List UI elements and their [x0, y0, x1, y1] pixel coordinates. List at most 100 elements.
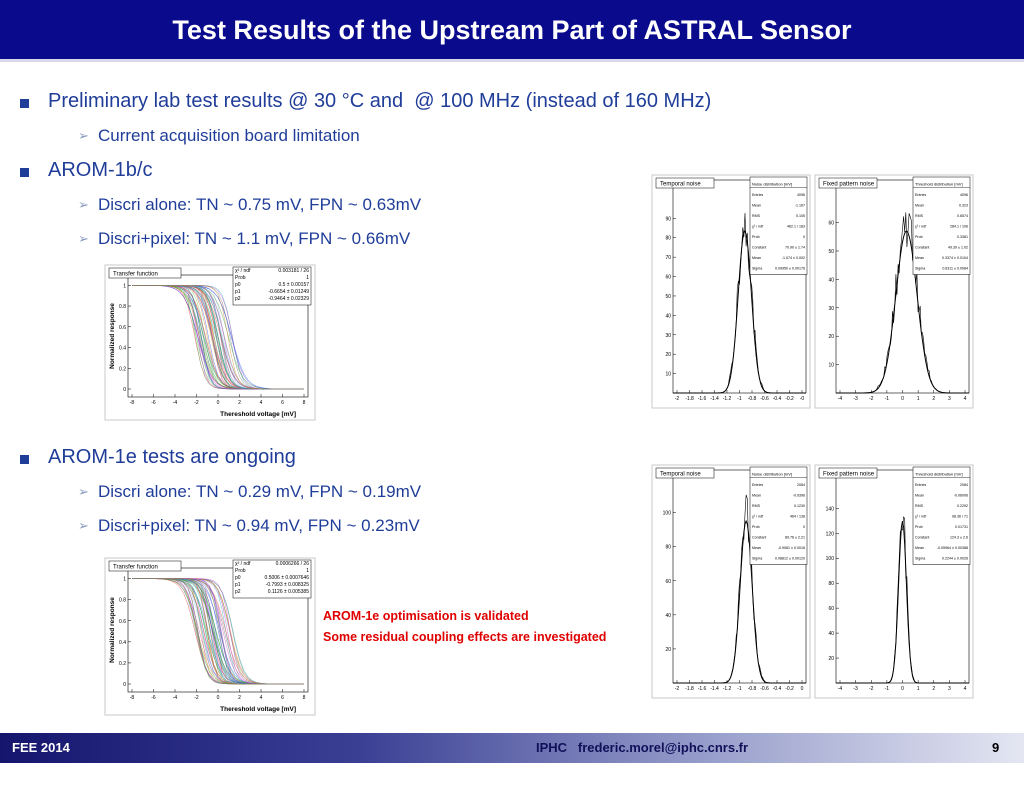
y-tick-label: 80 — [828, 581, 834, 587]
plot-title: Temporal noise — [660, 182, 701, 188]
sub-bullet: Discri alone: TN ~ 0.29 mV, FPN ~ 0.19mV — [98, 482, 422, 501]
x-axis-label: Thereshold voltage [mV] — [220, 706, 296, 713]
x-tick-label: -1.8 — [685, 686, 694, 692]
stats-label: Mean — [752, 494, 761, 498]
x-tick-label: -1 — [737, 686, 742, 692]
stats-label: Mean — [752, 256, 761, 260]
sub-marker: ➢ — [78, 197, 89, 212]
stats-label: Constant — [752, 536, 766, 540]
x-tick-label: -2 — [675, 396, 680, 402]
stats-label: p2 — [235, 296, 241, 302]
plot-title-box — [655, 467, 715, 479]
y-tick-label: 140 — [826, 506, 835, 512]
stats-label: Mean — [915, 546, 924, 550]
x-tick-label: -6 — [151, 400, 156, 406]
stats-box — [749, 176, 808, 275]
stats-label: Mean — [915, 256, 924, 260]
stats-box — [912, 466, 971, 565]
y-tick-label: 0 — [123, 387, 126, 393]
x-tick-label: 8 — [303, 400, 306, 406]
bullet: AROM-1e tests are ongoing — [48, 446, 296, 468]
stats-label: p1 — [235, 582, 241, 588]
stats-label: RMS — [915, 214, 924, 218]
stats-label: Prob — [752, 525, 760, 529]
sub-bullet: Discri+pixel: TN ~ 1.1 mV, FPN ~ 0.66mV — [98, 229, 411, 248]
plot-title: Temporal noise — [660, 472, 701, 478]
stats-value: 0.1126 ± 0.005385 — [268, 589, 310, 595]
x-tick-label: 0 — [901, 396, 904, 402]
stats-label: Constant — [915, 536, 929, 540]
x-tick-label: -1.4 — [710, 396, 719, 402]
gauss-fit — [673, 519, 806, 684]
y-tick-label: 40 — [665, 313, 671, 319]
x-tick-label: 4 — [964, 396, 967, 402]
sub-marker: ➢ — [78, 231, 89, 246]
y-tick-label: 20 — [828, 334, 834, 340]
y-tick-label: 40 — [665, 613, 671, 619]
sub-marker: ➢ — [78, 128, 89, 143]
x-tick-label: -2 — [675, 686, 680, 692]
stats-label: Prob — [235, 275, 246, 281]
stats-label: Mean — [915, 204, 924, 208]
stats-label: Prob — [235, 568, 246, 574]
y-axis-label: Normalized response — [109, 597, 116, 663]
x-tick-label: 0 — [217, 400, 220, 406]
x-tick-label: -8 — [130, 695, 135, 701]
y-tick-label: 0.2 — [119, 366, 126, 372]
x-tick-label: 6 — [281, 400, 284, 406]
x-tick-label: -0.8 — [748, 396, 757, 402]
stats-value: 4096 — [797, 193, 805, 197]
stats-value: 0.2292 — [957, 504, 968, 508]
stats-value: 0.6574 — [957, 214, 968, 218]
stats-value: -0.9396 — [793, 494, 805, 498]
y-tick-label: 0.8 — [119, 304, 126, 310]
footer: FEE 2014 IPHC frederic.morel@iphc.cnrs.f… — [0, 733, 1024, 763]
y-tick-label: 0.8 — [119, 598, 126, 604]
sub-bullet: Discri+pixel: TN ~ 0.94 mV, FPN ~ 0.23mV — [98, 516, 420, 535]
y-tick-label: 60 — [828, 221, 834, 227]
bullet-marker — [20, 455, 29, 464]
stats-value: 0.5 ± 0.00157 — [278, 282, 309, 288]
plot-title: Fixed pattern noise — [823, 472, 875, 478]
x-axis-label: Thereshold voltage [mV] — [220, 411, 296, 418]
x-tick-label: 3 — [948, 396, 951, 402]
stats-value: -0.7993 ± 0.008325 — [266, 582, 310, 588]
plot-title-box — [818, 177, 878, 189]
stats-label: p1 — [235, 289, 241, 295]
y-tick-label: 40 — [828, 277, 834, 283]
stats-value: 0.09950 ± 0.00176 — [775, 267, 805, 271]
x-tick-label: 0 — [217, 695, 220, 701]
x-tick-label: 4 — [260, 695, 263, 701]
x-tick-label: -3 — [853, 686, 858, 692]
stats-label: Mean — [915, 494, 924, 498]
x-tick-label: 2 — [932, 396, 935, 402]
gauss-fit — [673, 230, 806, 394]
stats-value: 0.003181 / 26 — [278, 268, 309, 274]
x-tick-label: 4 — [260, 400, 263, 406]
x-tick-label: -0.2 — [785, 396, 794, 402]
stats-value: -0.9464 ± 0.02329 — [268, 296, 309, 302]
y-tick-label: 30 — [828, 306, 834, 312]
stats-value: 0.3381 — [957, 235, 968, 239]
stats-label: Sigma — [752, 267, 762, 271]
x-tick-label: -0.6 — [760, 686, 769, 692]
x-tick-label: -1.4 — [710, 686, 719, 692]
sub-bullet: Current acquisition board limitation — [98, 126, 360, 145]
x-tick-label: -2 — [194, 400, 199, 406]
stats-value: 89.76 ± 2.21 — [785, 536, 805, 540]
stats-label: Entries — [915, 193, 926, 197]
stats-title: Noise distribution [mV] — [752, 182, 792, 187]
stats-box — [912, 176, 971, 275]
y-tick-label: 0.6 — [119, 619, 126, 625]
stats-value: 124.3 ± 2.6 — [950, 536, 968, 540]
stats-value: -0.06006 — [954, 494, 968, 498]
y-tick-label: 80 — [665, 545, 671, 551]
stats-value: 0.323 — [959, 204, 968, 208]
stats-label: Entries — [752, 483, 763, 487]
footer-left: FEE 2014 — [12, 740, 70, 755]
x-tick-label: -0.4 — [773, 396, 782, 402]
stats-title: Threshold distribution [mV] — [915, 472, 963, 477]
gauss-fit — [836, 230, 969, 394]
gauss-fit — [836, 521, 969, 684]
header: Test Results of the Upstream Part of AST… — [0, 0, 1024, 62]
